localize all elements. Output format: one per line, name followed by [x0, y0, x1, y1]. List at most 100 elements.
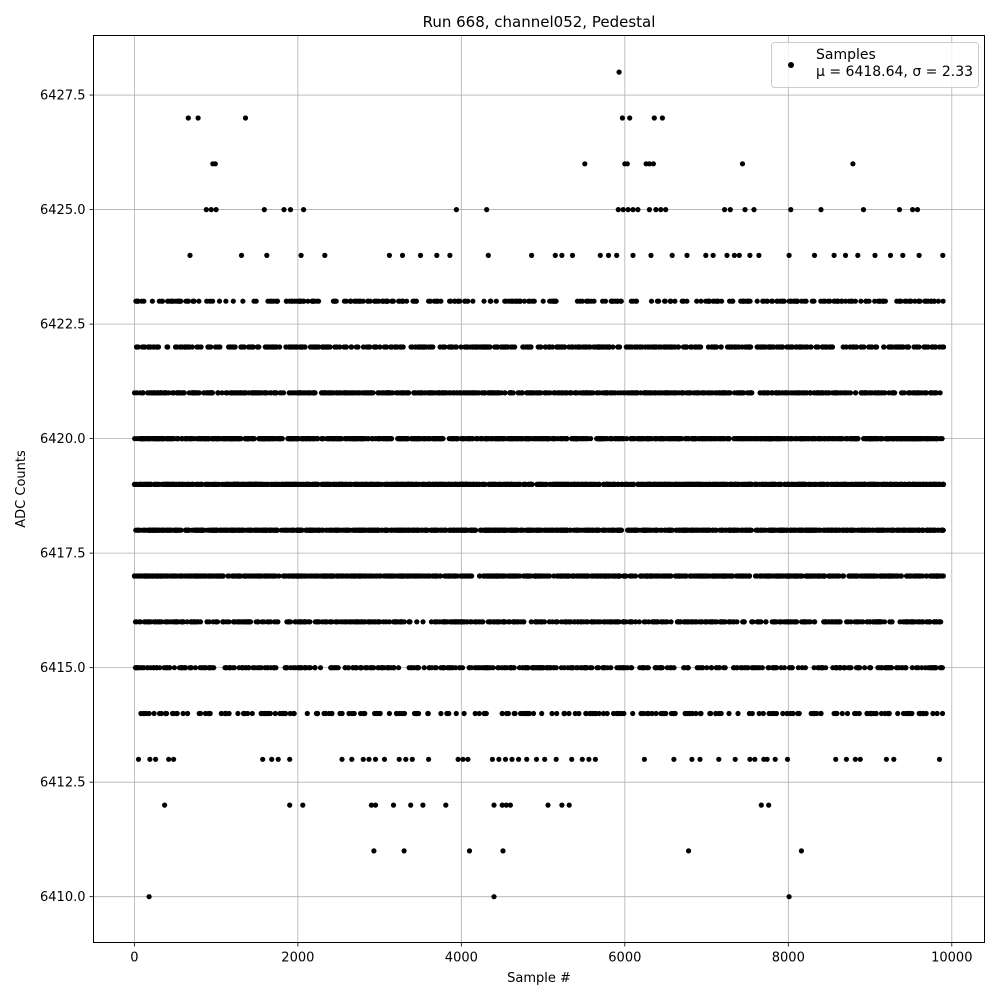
- data-point: [192, 665, 198, 671]
- data-point: [683, 527, 689, 533]
- data-point: [614, 665, 620, 671]
- data-point: [502, 619, 508, 625]
- data-point: [930, 710, 936, 717]
- data-point: [792, 527, 798, 533]
- data-point: [154, 527, 160, 533]
- data-point: [407, 619, 413, 625]
- data-point: [886, 710, 892, 717]
- data-point: [800, 619, 806, 625]
- data-point: [778, 573, 785, 579]
- data-point: [190, 619, 196, 625]
- data-point: [895, 710, 901, 717]
- data-point: [237, 527, 243, 533]
- data-point: [392, 481, 398, 487]
- data-point: [630, 573, 636, 579]
- data-point: [312, 573, 319, 579]
- data-point: [748, 481, 754, 487]
- data-point: [242, 481, 248, 487]
- data-point: [565, 573, 571, 579]
- data-point: [461, 710, 467, 717]
- data-point: [706, 619, 713, 625]
- data-point: [606, 573, 613, 579]
- data-point: [180, 710, 186, 717]
- data-point: [247, 527, 253, 533]
- data-point: [164, 665, 170, 671]
- data-point: [743, 573, 749, 579]
- data-point: [594, 665, 600, 671]
- data-point: [862, 665, 868, 671]
- data-point: [441, 665, 447, 671]
- data-point: [538, 481, 544, 487]
- data-point: [853, 573, 859, 579]
- data-point: [453, 710, 459, 717]
- data-point: [271, 665, 277, 671]
- data-point: [611, 527, 617, 533]
- data-point: [657, 665, 663, 671]
- data-point: [848, 619, 854, 625]
- data-point: [514, 619, 520, 625]
- data-point: [222, 527, 229, 533]
- data-point: [622, 665, 629, 671]
- data-point: [907, 573, 913, 579]
- data-point: [761, 527, 767, 533]
- data-point: [372, 619, 378, 625]
- data-point: [829, 619, 836, 625]
- data-point: [358, 665, 364, 671]
- data-point: [770, 481, 776, 487]
- data-point: [411, 710, 418, 717]
- data-point: [439, 481, 445, 487]
- data-point: [672, 710, 678, 717]
- data-point: [533, 665, 539, 671]
- data-point: [202, 573, 208, 579]
- data-point: [287, 710, 293, 717]
- data-point: [337, 619, 344, 625]
- data-point: [641, 619, 647, 625]
- data-point: [749, 665, 755, 671]
- data-point: [671, 665, 677, 671]
- data-point: [549, 710, 555, 717]
- data-point: [188, 665, 194, 671]
- data-point: [716, 665, 723, 671]
- data-point: [765, 665, 771, 671]
- data-point: [773, 665, 779, 671]
- data-point: [285, 573, 292, 579]
- data-point: [925, 527, 931, 533]
- data-point: [576, 710, 582, 717]
- data-point: [541, 619, 548, 625]
- data-point: [520, 665, 526, 671]
- data-point: [759, 665, 765, 671]
- data-point: [508, 527, 514, 533]
- data-point: [429, 527, 435, 533]
- data-point: [220, 619, 226, 625]
- data-point: [252, 665, 258, 671]
- data-point: [636, 619, 642, 625]
- data-point: [716, 573, 723, 579]
- data-point: [399, 619, 405, 625]
- data-point: [258, 665, 264, 671]
- data-point: [425, 710, 431, 717]
- data-point: [846, 665, 853, 671]
- data-point: [834, 481, 840, 487]
- data-point: [657, 481, 663, 487]
- data-point: [879, 527, 885, 533]
- data-point: [501, 665, 508, 671]
- data-point: [344, 573, 350, 579]
- data-point: [815, 665, 821, 671]
- data-point: [725, 573, 731, 579]
- data-point: [359, 619, 366, 625]
- data-point: [583, 619, 590, 625]
- data-point: [717, 619, 724, 625]
- data-point: [472, 619, 478, 625]
- data-point: [200, 665, 206, 671]
- data-point: [768, 527, 774, 533]
- data-point: [457, 619, 463, 625]
- data-point: [135, 573, 141, 579]
- data-point: [482, 481, 488, 487]
- data-point: [546, 619, 553, 625]
- data-point: [258, 710, 264, 717]
- data-point: [630, 481, 637, 487]
- data-point: [578, 619, 584, 625]
- data-point: [594, 573, 601, 579]
- data-point: [916, 527, 923, 533]
